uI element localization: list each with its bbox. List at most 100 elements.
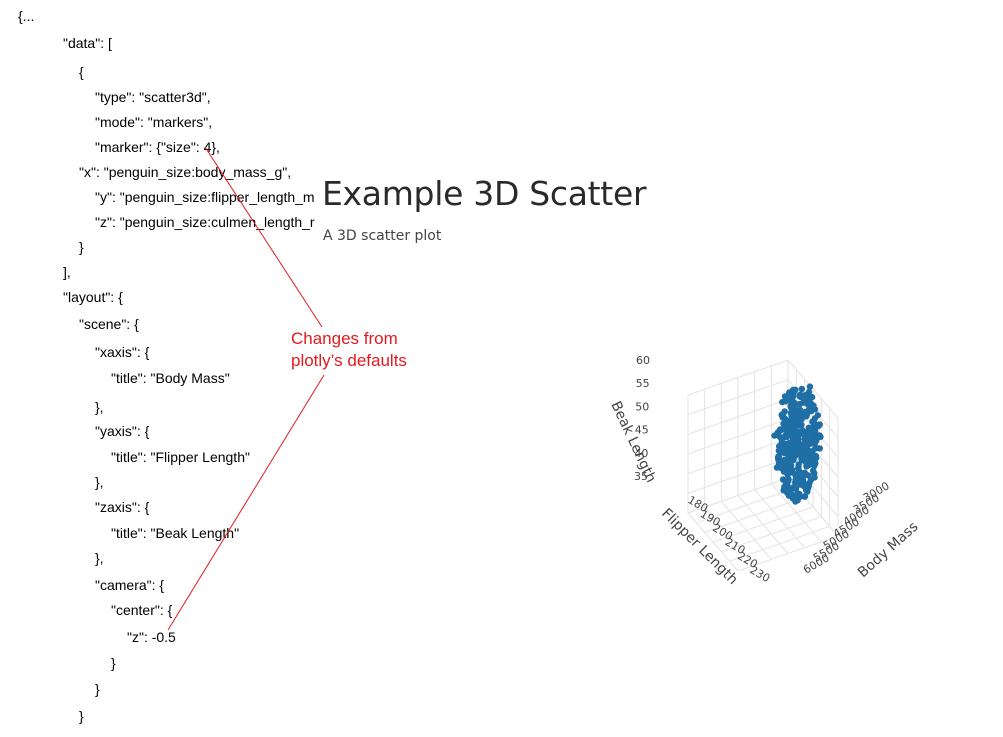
grid-line: [704, 506, 756, 566]
annotation-line-2: plotly’s defaults: [291, 351, 407, 370]
plot-ticks: 3540455055601801902002102202303000350040…: [634, 354, 892, 585]
data-point: [792, 498, 799, 505]
data-point: [812, 428, 819, 435]
data-point: [783, 467, 791, 475]
scatter3d-plot[interactable]: 3540455055601801902002102202303000350040…: [590, 330, 930, 600]
data-point: [790, 389, 797, 396]
data-point: [791, 417, 798, 424]
grid-line: [687, 359, 789, 396]
data-point: [786, 450, 794, 458]
x-axis-title: Body Mass: [855, 519, 921, 581]
data-point: [776, 427, 783, 435]
code-line: ],: [63, 264, 71, 280]
data-point: [813, 444, 820, 452]
data-point: [789, 433, 796, 440]
data-point: [798, 443, 806, 451]
data-point: [779, 398, 786, 406]
data-point: [803, 430, 811, 437]
data-point: [792, 485, 800, 493]
data-point: [804, 488, 811, 495]
data-point: [787, 403, 794, 410]
data-point: [798, 455, 805, 462]
data-point: [804, 481, 812, 488]
code-line: "camera": {: [95, 577, 165, 593]
code-line: "title": "Flipper Length": [111, 449, 250, 465]
data-point: [811, 462, 818, 470]
data-point: [792, 472, 799, 479]
code-line: "z": "penguin_size:culmen_length_r: [95, 214, 315, 230]
z-tick-label: 55: [636, 377, 650, 390]
grid-line: [687, 512, 739, 572]
annotation-line-to-camera: [167, 374, 325, 631]
code-line: "z": -0.5: [127, 629, 176, 645]
data-point: [785, 476, 792, 483]
data-point: [780, 444, 787, 452]
data-point: [797, 391, 804, 399]
data-point: [787, 428, 794, 435]
chart-subtitle: A 3D scatter plot: [323, 228, 442, 244]
data-point: [799, 478, 807, 485]
data-point: [801, 434, 809, 442]
data-point: [803, 455, 811, 463]
code-line: }: [79, 239, 84, 255]
data-point: [775, 453, 782, 460]
code-line: "type": "scatter3d",: [95, 89, 211, 105]
data-point: [784, 483, 791, 490]
code-line: "title": "Body Mass": [111, 370, 230, 386]
grid-line: [687, 379, 789, 416]
grid-line: [737, 535, 839, 572]
data-point: [793, 491, 801, 498]
code-line: },: [95, 399, 104, 415]
code-line: "yaxis": {: [95, 423, 150, 439]
data-point: [802, 408, 809, 416]
z-tick-label: 60: [636, 354, 650, 367]
data-point: [806, 383, 814, 390]
data-point: [807, 437, 814, 444]
data-point: [780, 420, 787, 427]
data-point: [780, 487, 787, 494]
code-line: "marker": {"size": 4},: [95, 139, 220, 155]
code-line: "mode": "markers",: [95, 114, 213, 130]
grid-line: [787, 359, 839, 419]
annotation-line-to-marker: [204, 146, 323, 328]
z-tick-label: 50: [635, 400, 649, 413]
data-point: [811, 474, 818, 481]
code-line: "title": "Beak Length": [111, 525, 240, 541]
code-line: "center": {: [111, 602, 173, 618]
chart-title: Example 3D Scatter: [322, 174, 647, 213]
data-point: [783, 456, 790, 463]
data-point: [804, 392, 812, 400]
data-point: [796, 401, 803, 408]
code-line: }: [95, 681, 100, 697]
code-line: "xaxis": {: [95, 344, 150, 360]
z-tick-label: 45: [635, 424, 649, 437]
code-line: {: [79, 64, 84, 80]
data-point: [811, 406, 819, 413]
data-point: [796, 418, 803, 425]
data-point: [795, 461, 802, 468]
code-line: }: [79, 708, 84, 724]
data-point: [795, 436, 802, 443]
data-point: [787, 444, 794, 451]
data-point: [787, 462, 795, 469]
z-tick-label: 35: [634, 470, 648, 483]
code-line: "data": [: [63, 35, 112, 51]
data-point: [783, 433, 790, 441]
code-line: },: [95, 550, 104, 566]
code-line: "scene": {: [79, 316, 139, 332]
data-point: [797, 430, 804, 437]
code-line: "x": "penguin_size:body_mass_g",: [79, 164, 292, 180]
data-point: [816, 432, 823, 439]
data-point: [779, 476, 787, 483]
annotation-line-1: Changes from: [291, 329, 398, 348]
data-point: [801, 469, 808, 476]
data-point: [778, 464, 785, 472]
data-point: [798, 385, 805, 393]
code-line: "layout": {: [63, 289, 123, 305]
data-point: [797, 406, 804, 414]
data-point: [793, 477, 801, 484]
data-point: [805, 461, 813, 468]
annotation-text: Changes from plotly’s defaults: [291, 328, 451, 372]
code-line: "y": "penguin_size:flipper_length_m: [95, 189, 315, 205]
